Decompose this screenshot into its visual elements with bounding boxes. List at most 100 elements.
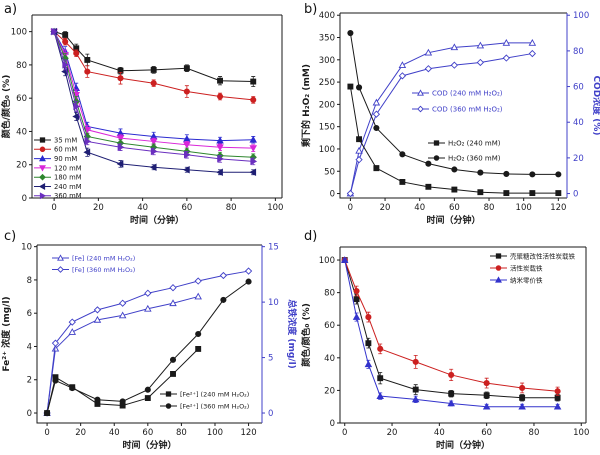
- legend-entry-label: 120 mM: [54, 164, 82, 172]
- triangle-right-marker: [84, 137, 92, 146]
- y2-tick-label: 100: [573, 11, 589, 21]
- triangle-up-marker: [352, 313, 361, 320]
- legend-entry-label: 90 mM: [54, 155, 77, 163]
- axes-frame: [36, 244, 263, 424]
- y-tick-label: 8: [27, 276, 32, 286]
- triangle-up-marker: [372, 98, 381, 106]
- triangle-up-marker: [411, 395, 420, 403]
- circle-marker: [250, 96, 257, 103]
- series-line: [349, 32, 559, 175]
- diamond-marker: [57, 266, 64, 273]
- panel-a-label: a): [4, 2, 18, 17]
- x-axis-ticks: 0 20 40 60 80 100 120: [44, 423, 257, 438]
- x-tick-label: 60: [181, 203, 192, 213]
- y-tick-label: 80: [16, 61, 27, 71]
- triangle-right-marker: [184, 150, 191, 159]
- diamond-marker: [424, 65, 433, 73]
- legend-entry-label: 纳米零价铁: [510, 275, 543, 284]
- square-marker: [84, 56, 91, 63]
- y-tick-label: 60: [16, 94, 27, 104]
- x-tick-label: 60: [449, 203, 460, 213]
- x-tick-label: 80: [484, 203, 495, 213]
- panel-c-label: c): [4, 229, 17, 244]
- y-axis-ticks: 0 20 40 60 80 100: [319, 256, 340, 429]
- y2-axis-ticks: 0 5 10 15: [262, 243, 279, 419]
- diamond-marker: [450, 61, 459, 69]
- x-tick-label: 80: [529, 428, 540, 438]
- y2-tick-label: 40: [573, 118, 584, 128]
- y-tick-label: 0: [27, 409, 32, 419]
- circle-marker: [94, 396, 101, 403]
- y2-tick-label: 15: [268, 243, 279, 253]
- square-marker: [365, 340, 372, 347]
- square-marker: [519, 394, 526, 401]
- triangle-down-marker: [216, 144, 224, 152]
- x-tick-label: 60: [142, 428, 153, 438]
- circle-marker: [39, 146, 46, 153]
- y-tick-label: 0: [330, 419, 335, 429]
- circle-marker: [554, 388, 561, 395]
- triangle-right-marker: [62, 61, 70, 69]
- x-tick-label: 120: [550, 203, 566, 213]
- x-axis-title: 时间（分钟）: [426, 214, 480, 226]
- square-marker: [477, 189, 484, 196]
- diamond-marker: [417, 105, 424, 113]
- x-tick-label: 120: [240, 428, 256, 438]
- triangle-up-marker: [364, 360, 373, 368]
- y-axis-ticks: 0 2 4 6 8 10: [21, 243, 37, 419]
- legend-entry-label: 240 mM: [54, 183, 82, 191]
- triangle-right-marker: [117, 143, 125, 152]
- circle-marker: [144, 386, 151, 393]
- circle-marker: [84, 68, 91, 75]
- square-marker: [117, 67, 124, 74]
- circle-marker: [245, 278, 252, 285]
- axes-frame: [339, 246, 587, 424]
- x-tick-label: 20: [75, 428, 86, 438]
- series-3: [347, 83, 562, 197]
- circle-marker: [195, 330, 202, 338]
- series-1: [51, 28, 257, 87]
- square-marker: [356, 136, 363, 143]
- y2-axis-title: 总铁浓度 (mg/l): [286, 299, 298, 369]
- square-marker: [195, 346, 202, 352]
- y-axis-ticks: 0 50 100 150 200 250 300 350 400: [319, 11, 340, 200]
- triangle-left-marker: [249, 168, 257, 176]
- legend: [Fe] (240 mM H₂O₂) [Fe] (360 mM H₂O₂): [52, 254, 135, 274]
- diamond-marker: [144, 289, 152, 297]
- legend-entry-label: COD (360 mM H₂O₂): [432, 105, 503, 113]
- triangle-up-marker: [51, 344, 60, 352]
- square-marker: [150, 66, 157, 73]
- y2-tick-label: 0: [268, 409, 273, 419]
- circle-marker: [220, 296, 227, 303]
- circle-marker: [377, 345, 384, 352]
- circle-marker: [503, 170, 510, 177]
- x-axis-title: 时间（分钟）: [130, 214, 184, 226]
- circle-marker: [495, 265, 502, 271]
- x-tick-label: 40: [414, 203, 425, 213]
- series-7: [51, 27, 258, 166]
- square-marker: [451, 186, 458, 193]
- x-tick-label: 20: [93, 203, 104, 213]
- triangle-left-marker: [38, 183, 46, 190]
- triangle-left-marker: [149, 163, 157, 171]
- y2-tick-label: 0: [573, 190, 578, 200]
- circle-marker: [356, 84, 363, 91]
- circle-marker: [183, 88, 190, 95]
- y-tick-label: 400: [319, 11, 335, 21]
- triangle-up-marker: [57, 254, 64, 261]
- legend-entry-label: COD (240 mM H₂O₂): [432, 89, 503, 97]
- y2-tick-label: 20: [573, 154, 584, 164]
- square-marker: [347, 83, 354, 90]
- legend-entry-label: [Fe] (360 mM H₂O₂): [72, 266, 135, 274]
- triangle-up-marker: [144, 304, 152, 312]
- series-3: [340, 256, 562, 410]
- y-tick-label: 0: [22, 194, 27, 204]
- legend-entry-label: 60 mM: [54, 146, 77, 154]
- triangle-up-marker: [68, 328, 77, 335]
- square-marker: [495, 253, 502, 259]
- legend-entry-label: [Fe] (240 mM H₂O₂): [72, 254, 135, 262]
- series-2: [346, 49, 536, 198]
- triangle-right-marker: [150, 147, 158, 156]
